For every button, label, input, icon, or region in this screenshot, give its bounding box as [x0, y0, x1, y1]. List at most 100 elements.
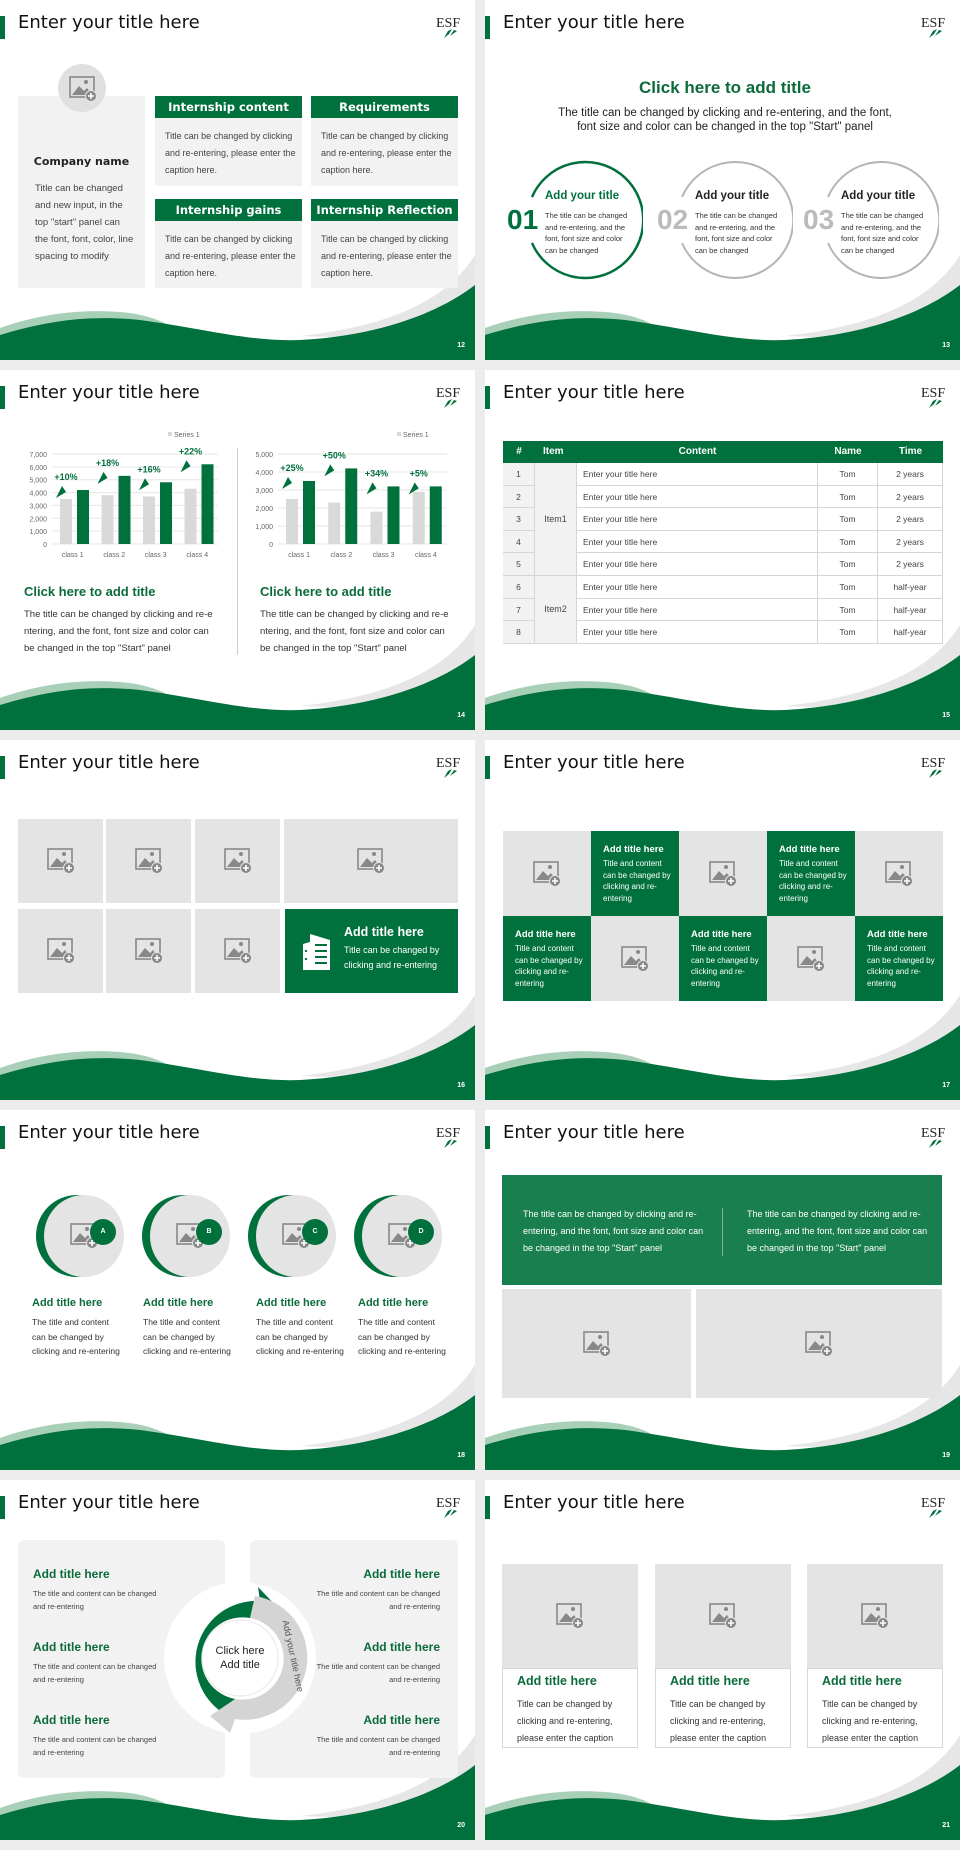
slide-18[interactable]: Enter your title here ESF 18 A Add title her… [0, 1110, 475, 1470]
slide-14[interactable]: 0 1,000 2,000 3,000 4,000 5,000 6,000 7,000 clas… [0, 370, 475, 730]
slide-title[interactable]: Enter your title here [503, 1492, 685, 1513]
left-item-body: The title and content can be changed and… [33, 1589, 157, 1611]
bar-series-1 [370, 511, 383, 544]
cell-name: Tom [818, 598, 878, 622]
slide-title[interactable]: Enter your title here [18, 382, 200, 403]
image-placeholder-icon [797, 945, 825, 972]
legend-label: Series 1 [403, 432, 429, 439]
image-placeholder[interactable] [502, 1289, 691, 1398]
image-placeholder-icon [556, 1603, 584, 1629]
cell-content[interactable]: Enter your title here [577, 576, 818, 599]
slide-20[interactable]: Add your title here Add your title here … [0, 1480, 475, 1840]
image-placeholder[interactable] [284, 819, 458, 903]
slide-title[interactable]: Enter your title here [503, 752, 685, 773]
image-placeholder[interactable] [195, 909, 280, 993]
text-tile: Add title here Title and content can be c… [503, 916, 591, 1001]
slide-title[interactable]: Enter your title here [18, 752, 200, 773]
svg-text:ESF: ESF [921, 1496, 945, 1511]
step-body: The title can be changed and re-entering… [695, 211, 778, 255]
left-item-body: The title and content can be changed and… [33, 1735, 157, 1757]
slide-19[interactable]: The title can be changed by clicking and… [485, 1110, 960, 1470]
image-placeholder[interactable] [807, 1564, 943, 1668]
image-placeholder[interactable] [767, 916, 855, 1001]
x-tick-label: class 1 [288, 552, 310, 559]
cell-number: 4 [503, 530, 535, 554]
card-body: Title can be changed by clicking and re-… [822, 1699, 919, 1743]
image-placeholder[interactable] [106, 819, 191, 903]
slide-title[interactable]: Enter your title here [18, 1492, 200, 1513]
y-tick-label: 4,000 [29, 491, 47, 498]
svg-text:ESF: ESF [436, 16, 460, 31]
image-placeholder[interactable] [696, 1289, 942, 1398]
tile-body-line-1: Title can be changed by [344, 945, 440, 955]
table-header: Item [535, 441, 577, 463]
title-accent-bar [485, 756, 490, 779]
image-placeholder[interactable] [106, 909, 191, 993]
company-photo-circle[interactable] [58, 64, 106, 112]
box-body: Title can be changed by clicking and re-… [165, 234, 296, 278]
slide-title[interactable]: Enter your title here [18, 12, 200, 33]
growth-arrow-icon [139, 478, 149, 491]
image-placeholder[interactable] [502, 1564, 638, 1668]
slide-title[interactable]: Enter your title here [503, 12, 685, 33]
step-number: 02 [657, 204, 689, 235]
tile-title: Add title here [603, 844, 664, 855]
right-item-title: Add title here [363, 1567, 440, 1581]
slide-15[interactable]: # Item Content Name Time 1 Enter your title he… [485, 370, 960, 730]
cell-content[interactable]: Enter your title here [577, 463, 818, 486]
item-title: Add title here [32, 1297, 103, 1309]
image-placeholder-icon [46, 938, 75, 964]
image-placeholder[interactable] [679, 831, 767, 916]
cell-content[interactable]: Enter your title here [577, 553, 818, 576]
slide-title[interactable]: Enter your title here [18, 1122, 200, 1143]
x-tick-label: class 3 [373, 552, 395, 559]
esf-logo: ESF [434, 1124, 462, 1150]
left-item-title: Add title here [33, 1567, 110, 1581]
cell-content[interactable]: Enter your title here [577, 621, 818, 644]
slide-13[interactable]: Click here to add title The title can be… [485, 0, 960, 360]
slide-title[interactable]: Enter your title here [503, 1122, 685, 1143]
slide-title[interactable]: Enter your title here [503, 382, 685, 403]
slide-17[interactable]: Enter your title here ESF 17 Add title here… [485, 740, 960, 1100]
text-tile: Add title here Title and content can be c… [767, 831, 855, 916]
wave-decoration [485, 995, 960, 1100]
data-table: # Item Content Name Time 1 Enter your title he… [503, 441, 943, 645]
item-title: Add title here [256, 1297, 327, 1309]
cell-number: 7 [503, 598, 535, 622]
center-title-line-2[interactable]: Add title [220, 1659, 260, 1671]
y-tick-label: 6,000 [29, 465, 47, 472]
cell-content[interactable]: Enter your title here [577, 485, 818, 509]
tile-body-line-2: clicking and re-entering [344, 960, 438, 970]
title-accent-bar [485, 1496, 490, 1519]
image-placeholder[interactable] [655, 1564, 791, 1668]
image-placeholder[interactable] [503, 831, 591, 916]
green-arrow [195, 1587, 280, 1719]
image-placeholder[interactable] [855, 831, 943, 916]
step-body: The title can be changed and re-entering… [841, 211, 924, 255]
growth-arrow-icon [282, 477, 292, 489]
esf-logo: ESF [434, 384, 462, 410]
tile-title: Add title here [867, 929, 928, 940]
right-item-title: Add title here [363, 1713, 440, 1727]
cell-content[interactable]: Enter your title here [577, 598, 818, 622]
slide-12[interactable]: Company name Title can be changed and ne… [0, 0, 475, 360]
y-tick-label: 4,000 [255, 470, 273, 477]
center-title-line-1[interactable]: Click here [215, 1645, 265, 1657]
slide-21[interactable]: Enter your title here ESF 21 Add title here… [485, 1480, 960, 1840]
image-placeholder[interactable] [18, 819, 103, 903]
title-accent-bar [0, 386, 5, 409]
text-tile: Add title here Title and content can be c… [591, 831, 679, 916]
cell-content[interactable]: Enter your title here [577, 508, 818, 531]
esf-logo: ESF [919, 754, 947, 780]
image-placeholder[interactable] [195, 819, 280, 903]
info-box [155, 118, 302, 186]
image-placeholder[interactable] [18, 909, 103, 993]
y-tick-label: 5,000 [255, 452, 273, 459]
image-placeholder[interactable] [591, 916, 679, 1001]
image-placeholder-icon [223, 938, 252, 964]
card-title: Add title here [670, 1674, 750, 1688]
bar-series-2 [303, 481, 315, 544]
slide-16[interactable]: Add title here Title can be changed by c… [0, 740, 475, 1100]
cell-content[interactable]: Enter your title here [577, 530, 818, 554]
cell-time: half-year [878, 621, 943, 644]
